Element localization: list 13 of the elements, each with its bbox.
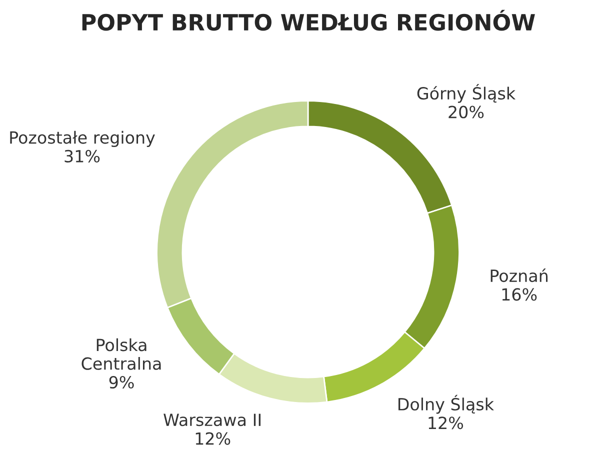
slice-label: Poznań bbox=[490, 268, 548, 282]
data-label: 31% bbox=[64, 150, 100, 162]
slice-label: Górny Śląsk bbox=[417, 84, 516, 103]
slice-label: Pozostałe regiony bbox=[10, 130, 155, 148]
chart-title: POPYT BRUTTO WEDŁUG REGIONÓW bbox=[82, 10, 535, 31]
data-label: 12% bbox=[428, 416, 464, 430]
data-label: 20% bbox=[448, 106, 484, 118]
data-label: 12% bbox=[196, 432, 230, 445]
slice-label: Polska Centralna bbox=[82, 338, 161, 370]
data-label: 16% bbox=[502, 288, 537, 301]
data-label: 9% bbox=[109, 376, 134, 389]
slice-label: Warszawa II bbox=[164, 414, 260, 426]
slice-label: Dolny Śląsk bbox=[398, 394, 494, 414]
